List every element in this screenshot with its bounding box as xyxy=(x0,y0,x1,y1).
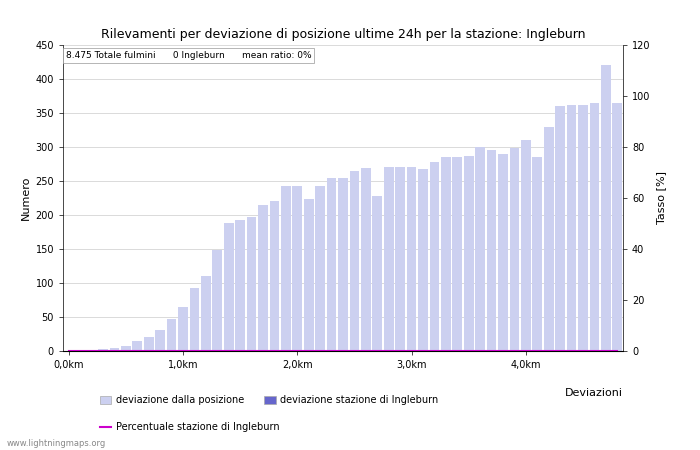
Y-axis label: Numero: Numero xyxy=(21,176,32,220)
Bar xyxy=(304,199,314,351)
Bar xyxy=(418,169,428,351)
Y-axis label: Tasso [%]: Tasso [%] xyxy=(656,171,666,225)
Bar xyxy=(270,202,279,351)
Text: Deviazioni: Deviazioni xyxy=(565,388,623,398)
Bar xyxy=(533,157,542,351)
Bar xyxy=(235,220,245,351)
Bar xyxy=(384,167,393,351)
Bar xyxy=(327,178,337,351)
Text: www.lightningmaps.org: www.lightningmaps.org xyxy=(7,439,106,448)
Bar xyxy=(246,217,256,351)
Bar xyxy=(110,347,119,351)
Bar xyxy=(338,178,348,351)
Bar xyxy=(395,167,405,351)
Bar xyxy=(224,223,234,351)
Bar xyxy=(361,168,371,351)
Bar xyxy=(132,341,142,351)
Bar xyxy=(293,186,302,351)
Bar xyxy=(498,154,508,351)
Bar xyxy=(349,171,359,351)
Text: 8.475 Totale fulmini      0 Ingleburn      mean ratio: 0%: 8.475 Totale fulmini 0 Ingleburn mean ra… xyxy=(66,51,312,60)
Bar xyxy=(258,206,268,351)
Bar xyxy=(589,103,599,351)
Bar xyxy=(486,150,496,351)
Bar xyxy=(555,106,565,351)
Bar xyxy=(510,148,519,351)
Bar xyxy=(407,167,416,351)
Bar xyxy=(121,346,131,351)
Bar xyxy=(167,319,176,351)
Bar xyxy=(201,276,211,351)
Bar xyxy=(98,349,108,351)
Bar xyxy=(372,196,382,351)
Bar xyxy=(155,330,165,351)
Bar xyxy=(144,337,153,351)
Bar xyxy=(178,307,188,351)
Bar xyxy=(315,186,325,351)
Bar xyxy=(612,103,622,351)
Bar xyxy=(464,156,474,351)
Bar xyxy=(190,288,200,351)
Bar xyxy=(567,105,576,351)
Bar xyxy=(601,65,610,351)
Bar xyxy=(87,350,97,351)
Legend: Percentuale stazione di Ingleburn: Percentuale stazione di Ingleburn xyxy=(96,418,284,436)
Bar xyxy=(452,157,462,351)
Title: Rilevamenti per deviazione di posizione ultime 24h per la stazione: Ingleburn: Rilevamenti per deviazione di posizione … xyxy=(101,28,585,41)
Bar xyxy=(430,162,440,351)
Bar xyxy=(212,250,222,351)
Bar xyxy=(544,127,554,351)
Legend: deviazione dalla posizione, deviazione stazione di Ingleburn: deviazione dalla posizione, deviazione s… xyxy=(96,392,442,409)
Bar xyxy=(281,186,290,351)
Bar xyxy=(76,350,85,351)
Bar xyxy=(521,140,531,351)
Bar xyxy=(578,105,588,351)
Bar xyxy=(441,157,451,351)
Bar xyxy=(475,147,485,351)
